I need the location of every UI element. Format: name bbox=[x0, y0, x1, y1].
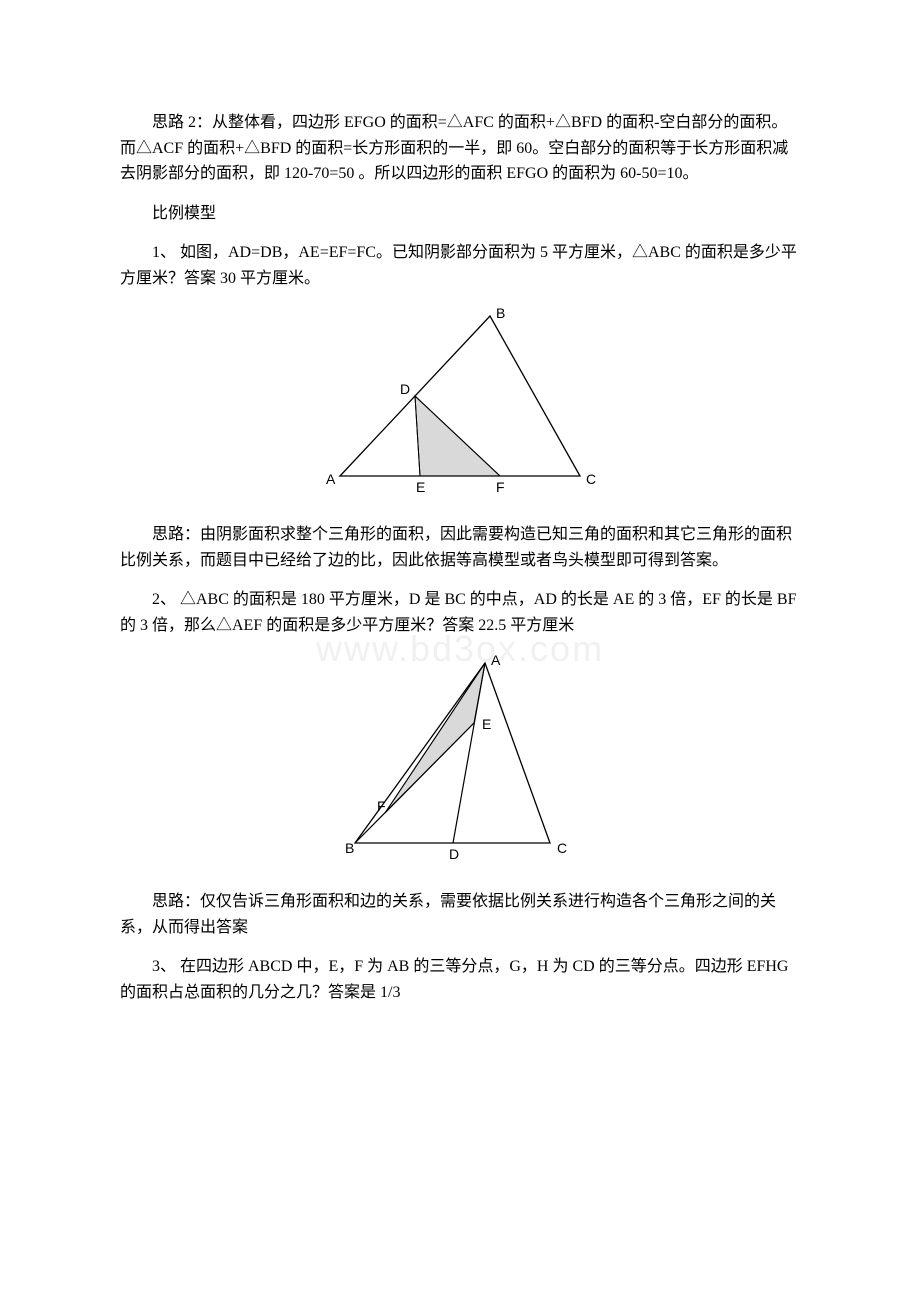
svg-text:E: E bbox=[416, 479, 425, 495]
svg-text:F: F bbox=[496, 479, 505, 495]
svg-text:E: E bbox=[482, 716, 491, 732]
problem-2-hint: 思路：仅仅告诉三角形面积和边的关系，需要依据比例关系进行构造各个三角形之间的关系… bbox=[120, 889, 800, 940]
problem-2-text: 2、 △ABC 的面积是 180 平方厘米，D 是 BC 的中点，AD 的长是 … bbox=[120, 587, 800, 638]
figure-1-svg: A B C D E F bbox=[320, 306, 600, 496]
svg-text:B: B bbox=[496, 306, 505, 321]
figure-2-svg: A B C D E F bbox=[345, 653, 575, 863]
figure-2-container: A B C D E F bbox=[120, 653, 800, 872]
svg-text:C: C bbox=[557, 840, 567, 856]
svg-text:D: D bbox=[449, 846, 459, 862]
problem-1-text: 1、 如图，AD=DB，AE=EF=FC。已知阴影部分面积为 5 平方厘米，△A… bbox=[120, 240, 800, 291]
figure-1-container: A B C D E F bbox=[120, 306, 800, 505]
svg-text:D: D bbox=[400, 381, 410, 397]
section-heading-proportion-model: 比例模型 bbox=[120, 201, 800, 227]
svg-text:B: B bbox=[345, 840, 354, 856]
svg-text:F: F bbox=[377, 798, 386, 814]
problem-3-text: 3、 在四边形 ABCD 中，E，F 为 AB 的三等分点，G，H 为 CD 的… bbox=[120, 954, 800, 1005]
svg-text:A: A bbox=[491, 653, 501, 668]
svg-text:A: A bbox=[326, 471, 336, 487]
problem-1-hint: 思路：由阴影面积求整个三角形的面积，因此需要构造已知三角的面积和其它三角形的面积… bbox=[120, 522, 800, 573]
paragraph-solution2: 思路 2：从整体看，四边形 EFGO 的面积=△AFC 的面积+△BFD 的面积… bbox=[120, 110, 800, 187]
svg-text:C: C bbox=[586, 471, 596, 487]
